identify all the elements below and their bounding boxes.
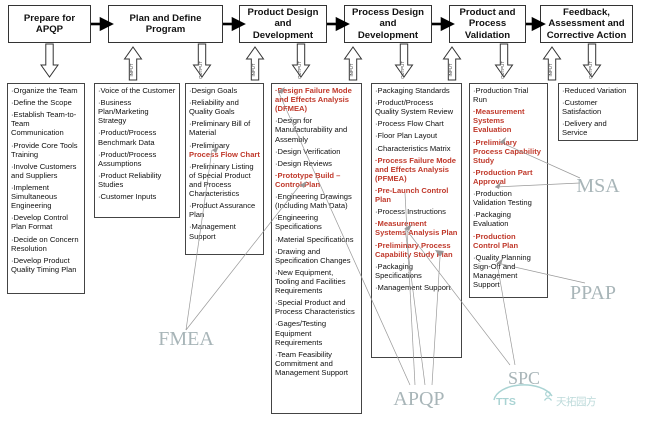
svg-text:SPC: SPC — [508, 368, 540, 388]
svg-text:MSA: MSA — [576, 175, 620, 197]
svg-text:OUTPUT: OUTPUT — [500, 61, 505, 79]
svg-text:OUTPUT: OUTPUT — [297, 61, 302, 79]
svg-text:OUTPUT: OUTPUT — [198, 61, 203, 79]
svg-text:OUTPUT: OUTPUT — [400, 61, 405, 79]
svg-text:PPAP: PPAP — [570, 282, 616, 304]
svg-text:INPUT: INPUT — [448, 63, 453, 76]
svg-text:APQP: APQP — [393, 388, 444, 410]
svg-text:INPUT: INPUT — [129, 63, 134, 76]
svg-text:INPUT: INPUT — [548, 63, 553, 76]
svg-text:TTS: TTS — [496, 396, 516, 408]
svg-text:FMEA: FMEA — [158, 328, 214, 350]
svg-text:INPUT: INPUT — [349, 63, 354, 76]
svg-text:INPUT: INPUT — [251, 63, 256, 76]
svg-text:OUTPUT: OUTPUT — [588, 61, 593, 79]
svg-text:天拓园方: 天拓园方 — [556, 395, 596, 408]
